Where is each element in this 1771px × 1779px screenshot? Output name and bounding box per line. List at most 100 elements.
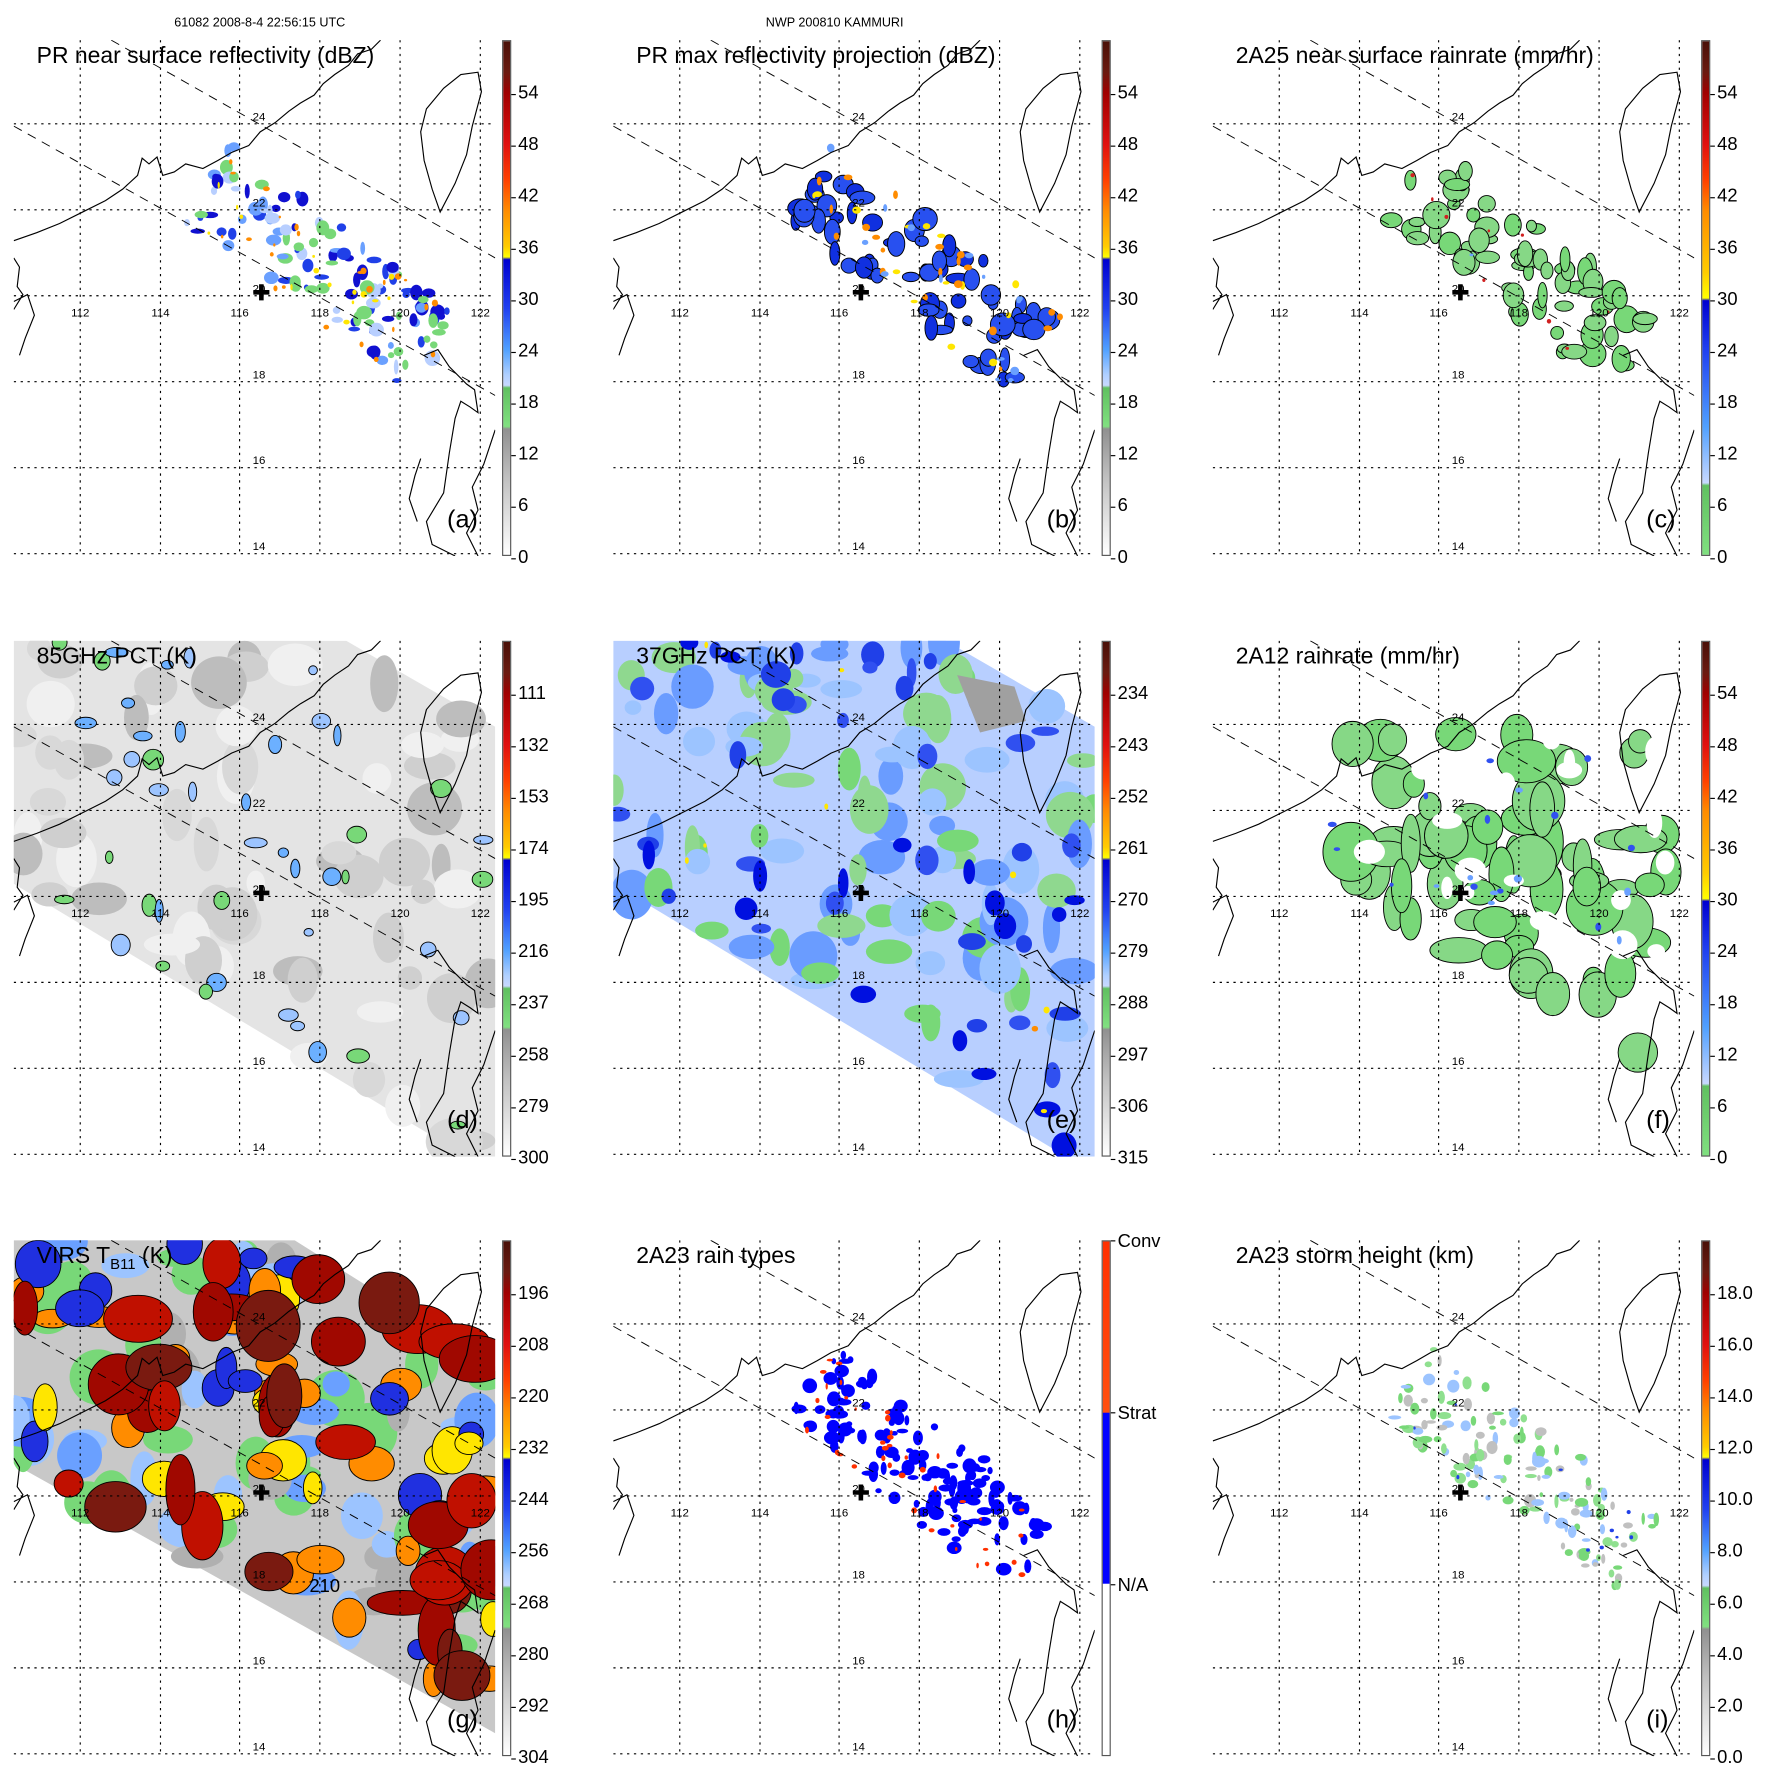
data-cell xyxy=(819,1369,827,1374)
data-cell xyxy=(843,174,853,181)
data-cell xyxy=(395,311,402,321)
data-cell xyxy=(315,1424,376,1460)
data-cell xyxy=(1471,808,1504,845)
map-overlay: 112114116118120122242220181614210 xyxy=(13,1240,496,1757)
coastline xyxy=(13,257,24,310)
colorbar-tick xyxy=(511,1603,516,1605)
colorbar-tick xyxy=(1110,1240,1116,1242)
data-cell xyxy=(838,667,845,672)
data-cell xyxy=(1057,313,1063,321)
colorbar-label: 111 xyxy=(518,683,547,704)
data-cell xyxy=(1555,1517,1568,1529)
data-cell xyxy=(937,1528,951,1536)
data-cell xyxy=(847,1427,856,1434)
lon-label: 120 xyxy=(391,1508,410,1520)
data-cell xyxy=(424,303,429,311)
colorbar-tick xyxy=(511,300,516,302)
colorbar-tick xyxy=(1710,745,1715,747)
data-cell xyxy=(37,643,83,678)
data-cell xyxy=(1423,792,1429,799)
data-cell xyxy=(881,1445,889,1451)
colorbar-tick xyxy=(511,1448,516,1451)
data-cell xyxy=(952,1507,958,1514)
data-cell xyxy=(977,1455,991,1464)
coastline xyxy=(613,293,635,356)
lat-label: 22 xyxy=(253,1398,266,1410)
colorbar-label: 256 xyxy=(518,1541,549,1562)
lon-label: 116 xyxy=(230,907,248,919)
data-cell xyxy=(74,716,97,729)
data-cell xyxy=(302,1471,323,1505)
data-cell xyxy=(990,1504,1005,1515)
data-cell xyxy=(106,768,123,786)
data-cell xyxy=(198,983,213,1000)
lon-label: 122 xyxy=(1670,1508,1689,1520)
data-cell xyxy=(751,923,772,933)
colorbar-label: 12 xyxy=(1117,444,1139,465)
colorbar-label: 24 xyxy=(1717,941,1738,962)
colorbar-tick xyxy=(511,1397,516,1399)
data-cell xyxy=(959,1500,966,1504)
data-cell xyxy=(1470,882,1478,890)
colorbar xyxy=(502,40,512,556)
panel-c: 1121141161181201222422201816142A25 near … xyxy=(1212,40,1763,579)
colorbar-tick xyxy=(1710,506,1715,508)
data-cell xyxy=(446,1473,496,1529)
data-cell xyxy=(409,1560,467,1601)
swath-edge-line xyxy=(110,40,496,259)
data-cell xyxy=(1585,1477,1592,1487)
storm-center-marker-icon xyxy=(253,884,270,901)
coastline xyxy=(408,348,496,556)
data-cell xyxy=(353,311,362,327)
data-cell xyxy=(433,868,482,908)
data-cell xyxy=(849,784,889,834)
data-cell xyxy=(849,190,876,205)
data-cell xyxy=(373,356,379,363)
data-cell xyxy=(996,356,1005,361)
coastline xyxy=(13,1457,24,1510)
data-cell xyxy=(1647,943,1666,959)
data-cell xyxy=(1561,343,1588,360)
title-unit: (K) xyxy=(135,1243,173,1269)
lat-label: 16 xyxy=(1452,455,1465,467)
lat-label: 24 xyxy=(852,711,865,723)
data-cell xyxy=(1558,1468,1563,1472)
data-cell xyxy=(1554,1444,1560,1456)
colorbar-label: 12 xyxy=(1717,444,1738,465)
data-cell xyxy=(410,284,423,301)
coastline xyxy=(1607,1549,1695,1757)
data-cell xyxy=(874,1429,887,1441)
data-cell xyxy=(1595,922,1602,931)
panel-f: 1121141161181201222422201816142A12 rainr… xyxy=(1212,640,1763,1179)
data-cell xyxy=(1018,1533,1024,1538)
data-cell xyxy=(348,326,361,332)
colorbar-label: 48 xyxy=(1717,135,1738,155)
data-cell xyxy=(729,740,747,769)
data-cell xyxy=(352,1061,386,1097)
colorbar-label: 237 xyxy=(518,993,549,1013)
data-cell xyxy=(1458,161,1473,182)
data-cell xyxy=(820,679,863,698)
colorbar-label: 42 xyxy=(1717,786,1738,807)
data-cell xyxy=(1629,1535,1634,1540)
data-cell xyxy=(246,1452,283,1480)
data-cell xyxy=(1543,1511,1550,1525)
data-cell xyxy=(32,1383,58,1432)
colorbar-tick xyxy=(1710,1106,1715,1108)
colorbar-tick xyxy=(511,1294,516,1296)
lon-label: 114 xyxy=(751,1508,770,1520)
coastline xyxy=(408,948,496,1157)
data-cell xyxy=(1559,246,1571,273)
data-cell xyxy=(360,241,366,255)
data-cell xyxy=(1531,1499,1545,1507)
lon-label: 118 xyxy=(1510,307,1528,319)
data-cell xyxy=(935,243,944,250)
data-cell xyxy=(417,295,429,304)
colorbar xyxy=(1101,1240,1111,1757)
data-cell xyxy=(937,233,946,238)
data-cell xyxy=(968,1470,977,1481)
data-cell xyxy=(431,299,439,307)
colorbar-label: 30 xyxy=(518,290,539,310)
data-cell xyxy=(760,660,792,688)
data-cell xyxy=(791,1404,807,1414)
